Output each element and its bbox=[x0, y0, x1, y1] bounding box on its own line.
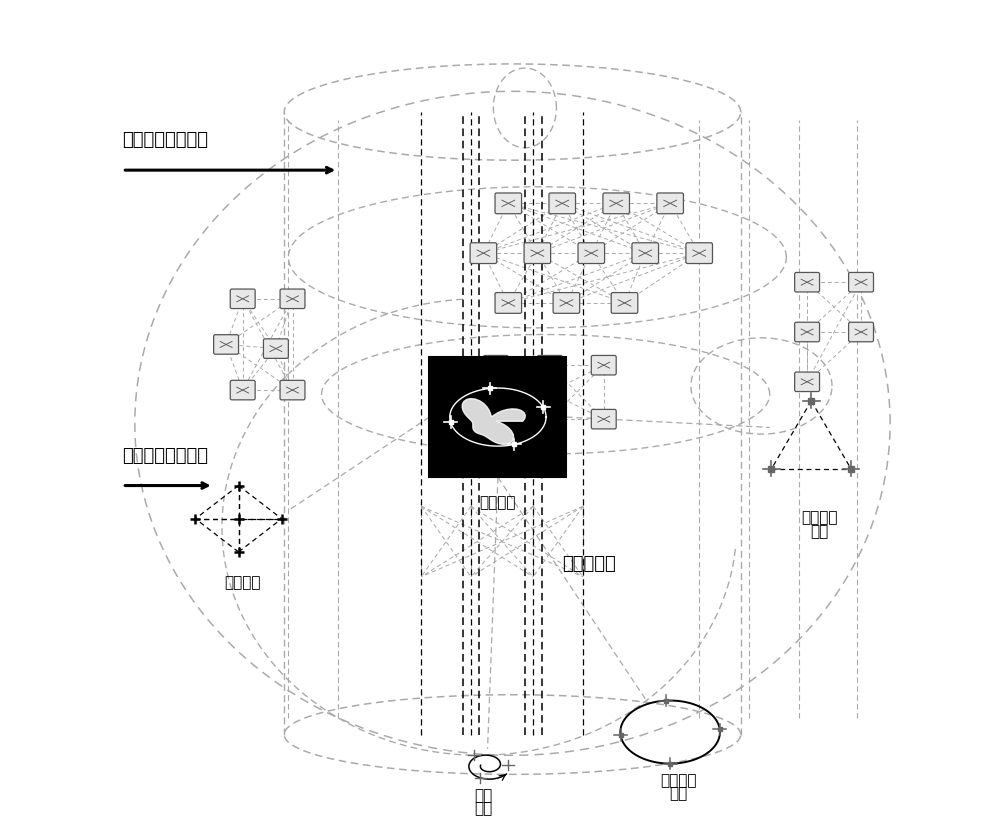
FancyBboxPatch shape bbox=[537, 409, 562, 429]
Text: 导航卫星: 导航卫星 bbox=[480, 496, 516, 510]
FancyBboxPatch shape bbox=[549, 193, 576, 213]
FancyBboxPatch shape bbox=[657, 193, 683, 213]
Text: 对地观测: 对地观测 bbox=[801, 510, 838, 525]
Text: 虚拟网络拓扑结构: 虚拟网络拓扑结构 bbox=[122, 131, 208, 149]
Text: 通信: 通信 bbox=[474, 788, 493, 803]
FancyBboxPatch shape bbox=[524, 242, 551, 264]
Text: 服务增强: 服务增强 bbox=[660, 774, 697, 788]
FancyBboxPatch shape bbox=[849, 322, 874, 342]
FancyBboxPatch shape bbox=[495, 193, 522, 213]
FancyBboxPatch shape bbox=[578, 242, 605, 264]
FancyBboxPatch shape bbox=[230, 380, 255, 400]
FancyBboxPatch shape bbox=[795, 372, 820, 392]
FancyBboxPatch shape bbox=[214, 334, 239, 354]
FancyBboxPatch shape bbox=[495, 292, 522, 313]
FancyBboxPatch shape bbox=[795, 322, 820, 342]
FancyBboxPatch shape bbox=[849, 272, 874, 292]
Polygon shape bbox=[462, 398, 525, 444]
FancyBboxPatch shape bbox=[686, 242, 712, 264]
FancyBboxPatch shape bbox=[553, 292, 580, 313]
Text: 卫星: 卫星 bbox=[669, 786, 688, 801]
Text: 卫星骨干网: 卫星骨干网 bbox=[562, 555, 616, 574]
Text: 卫星: 卫星 bbox=[810, 525, 829, 540]
FancyBboxPatch shape bbox=[280, 289, 305, 309]
Text: 卫星: 卫星 bbox=[474, 801, 493, 816]
FancyBboxPatch shape bbox=[280, 380, 305, 400]
FancyBboxPatch shape bbox=[591, 355, 616, 375]
FancyBboxPatch shape bbox=[632, 242, 659, 264]
Text: 物理网络拓扑结构: 物理网络拓扑结构 bbox=[122, 447, 208, 465]
FancyBboxPatch shape bbox=[611, 292, 638, 313]
FancyBboxPatch shape bbox=[483, 409, 508, 429]
Text: 编队卫星: 编队卫星 bbox=[224, 575, 261, 590]
FancyBboxPatch shape bbox=[230, 289, 255, 309]
Bar bbox=[429, 357, 566, 477]
FancyBboxPatch shape bbox=[591, 409, 616, 429]
FancyBboxPatch shape bbox=[483, 355, 508, 375]
FancyBboxPatch shape bbox=[795, 272, 820, 292]
FancyBboxPatch shape bbox=[470, 242, 497, 264]
FancyBboxPatch shape bbox=[263, 339, 288, 359]
FancyBboxPatch shape bbox=[603, 193, 629, 213]
FancyBboxPatch shape bbox=[537, 355, 562, 375]
